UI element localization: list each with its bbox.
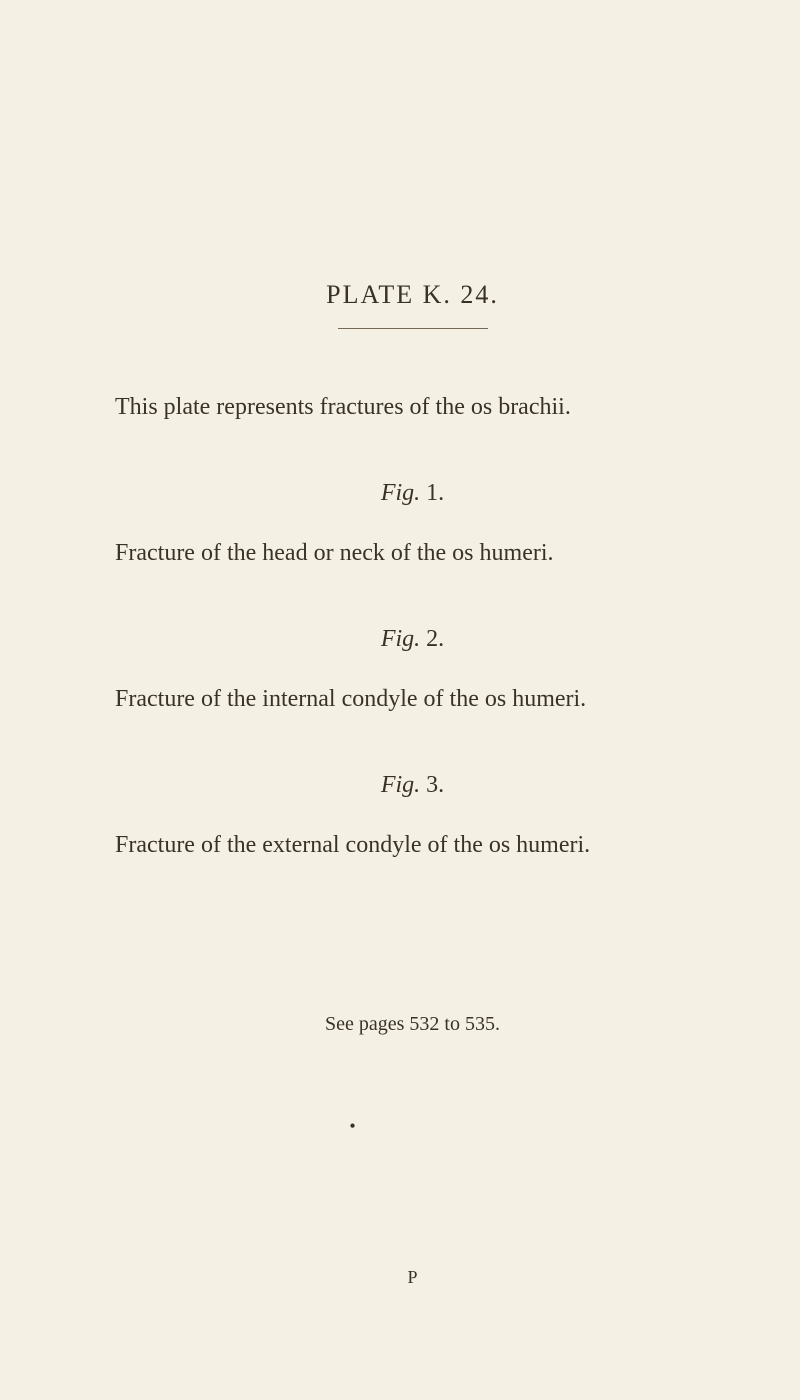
fig2-desc: Fracture of the internal condyle of the … — [115, 681, 710, 717]
fig3-label: Fig. 3. — [115, 772, 710, 799]
fig1-label-num: 1. — [420, 480, 444, 506]
see-pages: See pages 532 to 535. — [115, 1013, 710, 1036]
fig3-desc: Fracture of the external condyle of the … — [115, 827, 710, 863]
fig2-label: Fig. 2. — [115, 626, 710, 653]
fig3-label-num: 3. — [420, 772, 444, 798]
document-page: PLATE K. 24. This plate represents fract… — [0, 0, 800, 1400]
plate-title: PLATE K. 24. — [115, 280, 710, 310]
fig1-label: Fig. 1. — [115, 480, 710, 507]
intro-text: This plate represents fractures of the o… — [115, 389, 710, 425]
dot-mark: • — [0, 1116, 710, 1137]
fig2-label-num: 2. — [420, 626, 444, 652]
fig1-desc: Fracture of the head or neck of the os h… — [115, 535, 710, 571]
fig1-label-italic: Fig. — [381, 480, 420, 506]
horizontal-rule — [338, 328, 488, 329]
fig3-label-italic: Fig. — [381, 772, 420, 798]
footer-signature: P — [115, 1267, 710, 1288]
fig2-label-italic: Fig. — [381, 626, 420, 652]
